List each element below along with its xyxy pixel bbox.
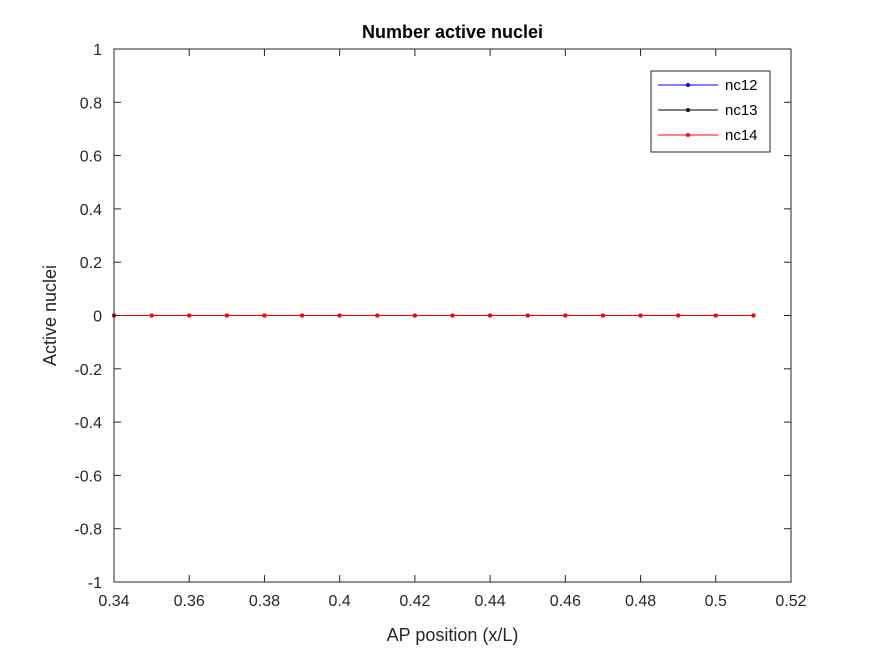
legend: nc12 nc13 nc14 <box>650 70 771 153</box>
series-layer <box>112 313 756 318</box>
data-point-nc14 <box>187 313 192 318</box>
data-point-nc14 <box>337 313 342 318</box>
legend-entries: nc12 nc13 nc14 <box>658 77 758 144</box>
legend-label: nc13 <box>725 102 758 119</box>
y-axis-label: Active nuclei <box>40 265 60 366</box>
y-tick-label: -0.6 <box>74 468 102 485</box>
data-point-nc14 <box>412 313 417 318</box>
y-tick-label: 0.6 <box>80 149 102 166</box>
legend-entry-nc13: nc13 <box>658 102 758 119</box>
data-point-nc14 <box>224 313 229 318</box>
data-point-nc14 <box>676 313 681 318</box>
y-tick-label: 0.2 <box>80 255 102 272</box>
y-tick-label: -0.2 <box>74 362 102 379</box>
data-point-nc14 <box>300 313 305 318</box>
data-point-nc14 <box>262 313 267 318</box>
legend-swatch-marker <box>686 108 690 112</box>
data-point-nc14 <box>600 313 605 318</box>
x-tick-label: 0.46 <box>550 593 581 610</box>
legend-label: nc12 <box>725 77 758 94</box>
tick-layer: 0.34 0.36 0.38 0.4 0.42 0.44 0.46 0.48 0.5 0.52 -1… <box>74 42 806 610</box>
data-point-nc14 <box>563 313 568 318</box>
legend-entry-nc14: nc14 <box>658 127 758 144</box>
y-tick-label: 0 <box>93 309 102 326</box>
x-tick-label: 0.48 <box>625 593 656 610</box>
legend-swatch-marker <box>686 133 690 137</box>
y-tick-label: 0.4 <box>80 202 102 219</box>
y-tick-label: 1 <box>93 42 102 59</box>
x-tick-label: 0.38 <box>249 593 280 610</box>
data-point-nc14 <box>638 313 643 318</box>
x-tick-label: 0.5 <box>705 593 727 610</box>
data-point-nc14 <box>450 313 455 318</box>
data-point-nc14 <box>751 313 756 318</box>
data-point-nc14 <box>525 313 530 318</box>
data-point-nc14 <box>713 313 718 318</box>
x-axis-label: AP position (x/L) <box>387 625 519 645</box>
y-tick-label: -0.4 <box>74 415 102 432</box>
x-tick-label: 0.44 <box>475 593 506 610</box>
data-point-nc14 <box>488 313 493 318</box>
y-tick-label: -0.8 <box>74 522 102 539</box>
legend-swatch-marker <box>686 83 690 87</box>
legend-label: nc14 <box>725 127 758 144</box>
y-tick-label: -1 <box>88 575 102 592</box>
x-tick-label: 0.36 <box>174 593 205 610</box>
data-point-nc14 <box>149 313 154 318</box>
x-tick-label: 0.52 <box>775 593 806 610</box>
x-tick-label: 0.42 <box>399 593 430 610</box>
y-tick-label: 0.8 <box>80 95 102 112</box>
x-tick-label: 0.4 <box>329 593 351 610</box>
legend-entry-nc12: nc12 <box>658 77 758 94</box>
chart-title: Number active nuclei <box>362 22 543 42</box>
series-nc14 <box>112 313 756 318</box>
data-point-nc14 <box>375 313 380 318</box>
x-tick-label: 0.34 <box>98 593 129 610</box>
